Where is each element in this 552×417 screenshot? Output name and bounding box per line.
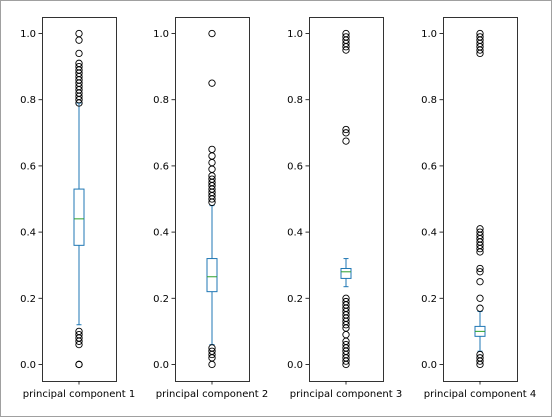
y-tick-label: 0.6 [287,161,303,172]
y-tick-label: 0.8 [287,95,303,106]
flier-1-20 [76,50,82,56]
x-tick-label: principal component 3 [290,389,402,400]
flier-2-15 [209,159,215,165]
axes-frame-1 [43,18,117,382]
y-tick-label: 1.0 [153,29,169,40]
y-tick-label: 1.0 [421,29,437,40]
flier-2-18 [209,80,215,86]
box-2 [207,259,217,292]
flier-4-5 [477,295,483,301]
flier-3-8 [343,331,349,337]
flier-4-4 [477,305,483,311]
flier-2-0 [209,361,215,367]
flier-2-16 [209,153,215,159]
flier-2-19 [209,30,215,36]
y-tick-label: 0.6 [153,161,169,172]
flier-2-17 [209,146,215,152]
y-tick-label: 0.6 [20,161,36,172]
y-tick-label: 1.0 [287,29,303,40]
axes-frame-4 [444,18,518,382]
y-tick-label: 0.2 [287,294,303,305]
y-tick-label: 0.2 [421,294,437,305]
y-tick-label: 0.8 [20,95,36,106]
y-tick-label: 0.6 [421,161,437,172]
flier-4-6 [477,279,483,285]
flier-1-1 [76,361,82,367]
y-tick-label: 0.8 [153,95,169,106]
flier-2-14 [209,166,215,172]
y-tick-label: 0.0 [20,360,36,371]
y-tick-label: 0.4 [287,228,303,239]
y-tick-label: 0.0 [153,360,169,371]
flier-3-19 [343,138,349,144]
x-tick-label: principal component 4 [424,389,536,400]
y-tick-label: 0.8 [421,95,437,106]
y-tick-label: 0.4 [153,228,169,239]
y-tick-label: 0.2 [20,294,36,305]
flier-1-21 [76,37,82,43]
y-tick-label: 0.4 [20,228,36,239]
y-tick-label: 0.0 [287,360,303,371]
axes-frame-3 [310,18,384,382]
box-1 [74,189,84,245]
x-tick-label: principal component 1 [23,389,135,400]
flier-1-22 [76,30,82,36]
box-3 [341,268,351,278]
y-tick-label: 0.2 [153,294,169,305]
x-tick-label: principal component 2 [156,389,268,400]
y-tick-label: 0.0 [421,360,437,371]
y-tick-label: 0.4 [421,228,437,239]
y-tick-label: 1.0 [20,29,36,40]
